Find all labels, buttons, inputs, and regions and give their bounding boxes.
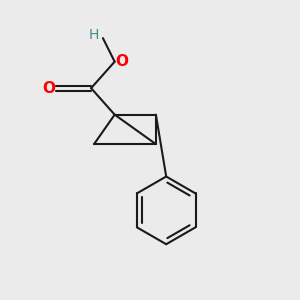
Text: H: H <box>89 28 99 42</box>
Text: O: O <box>116 54 128 69</box>
Text: O: O <box>42 81 55 96</box>
